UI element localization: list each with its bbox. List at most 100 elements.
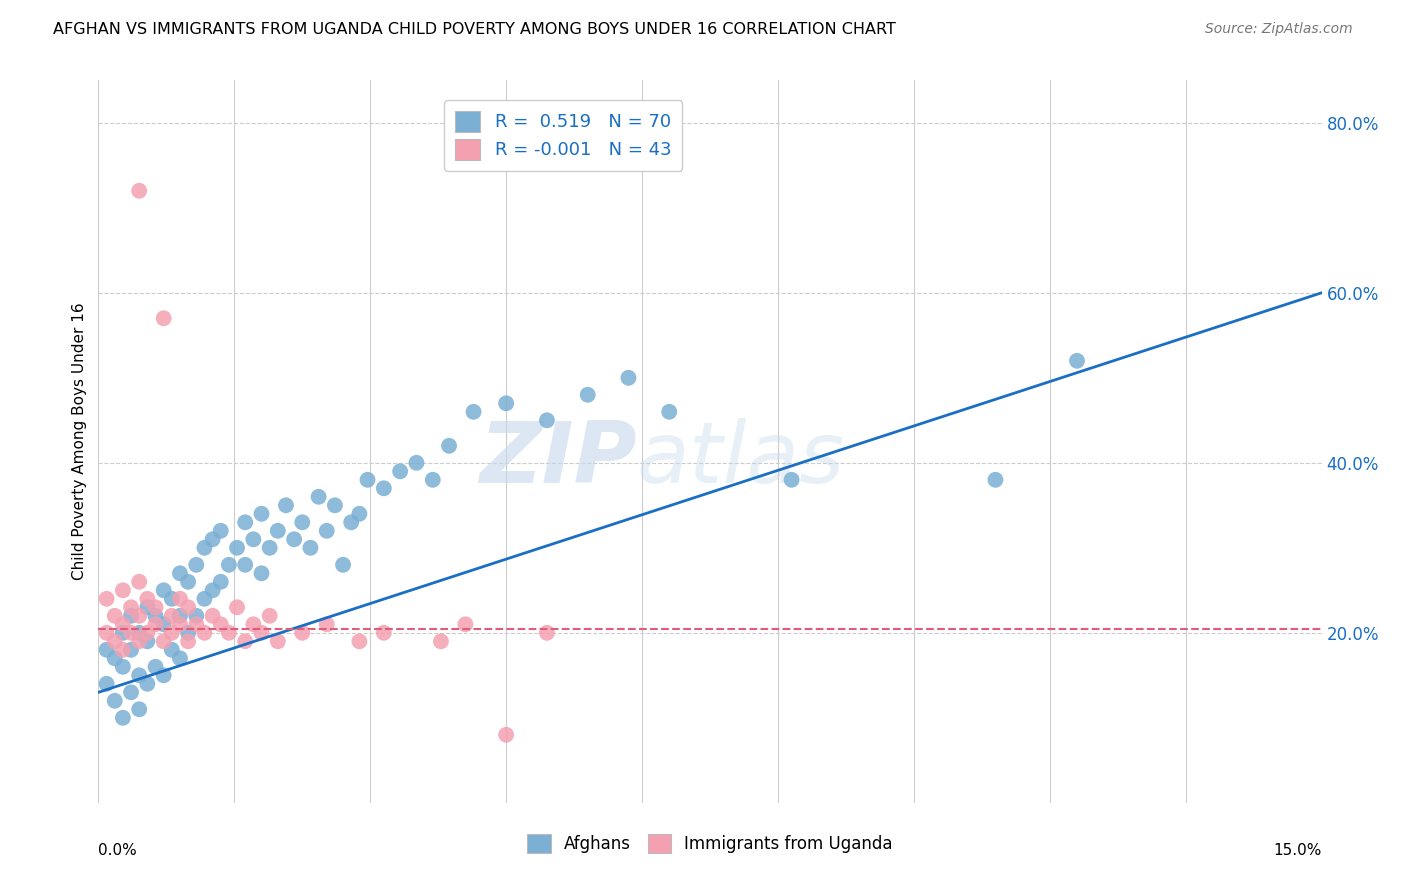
Point bbox=[283, 533, 305, 547]
Point bbox=[169, 651, 191, 665]
Point bbox=[463, 405, 485, 419]
Point bbox=[373, 625, 395, 640]
Point bbox=[160, 608, 183, 623]
Legend: Afghans, Immigrants from Uganda: Afghans, Immigrants from Uganda bbox=[520, 827, 900, 860]
Point bbox=[340, 516, 363, 530]
Point bbox=[291, 516, 314, 530]
Point bbox=[226, 600, 249, 615]
Point bbox=[193, 541, 215, 555]
Point bbox=[120, 642, 142, 657]
Point bbox=[373, 481, 395, 495]
Point bbox=[201, 608, 224, 623]
Point bbox=[186, 558, 208, 572]
Point bbox=[267, 634, 290, 648]
Point bbox=[242, 617, 264, 632]
Point bbox=[291, 625, 314, 640]
Point bbox=[209, 574, 232, 589]
Point bbox=[259, 541, 281, 555]
Point bbox=[250, 507, 273, 521]
Point bbox=[405, 456, 427, 470]
Point bbox=[104, 651, 127, 665]
Point bbox=[104, 608, 127, 623]
Point bbox=[250, 566, 273, 581]
Point bbox=[111, 711, 134, 725]
Point bbox=[104, 694, 127, 708]
Point bbox=[177, 625, 200, 640]
Point bbox=[128, 184, 150, 198]
Point bbox=[536, 625, 558, 640]
Point bbox=[308, 490, 330, 504]
Point bbox=[349, 507, 371, 521]
Point bbox=[145, 600, 167, 615]
Point bbox=[128, 668, 150, 682]
Point bbox=[111, 625, 134, 640]
Point bbox=[422, 473, 444, 487]
Point bbox=[332, 558, 354, 572]
Point bbox=[160, 642, 183, 657]
Point bbox=[96, 677, 118, 691]
Point bbox=[128, 608, 150, 623]
Point bbox=[218, 625, 240, 640]
Point bbox=[136, 677, 159, 691]
Point bbox=[96, 642, 118, 657]
Point bbox=[193, 625, 215, 640]
Point bbox=[120, 625, 142, 640]
Point bbox=[120, 685, 142, 699]
Point bbox=[984, 473, 1007, 487]
Y-axis label: Child Poverty Among Boys Under 16: Child Poverty Among Boys Under 16 bbox=[72, 302, 87, 581]
Point bbox=[120, 600, 142, 615]
Point bbox=[299, 541, 322, 555]
Point bbox=[315, 617, 337, 632]
Point bbox=[128, 702, 150, 716]
Point bbox=[160, 591, 183, 606]
Point bbox=[104, 634, 127, 648]
Point bbox=[136, 634, 159, 648]
Point bbox=[274, 498, 297, 512]
Point bbox=[136, 625, 159, 640]
Text: AFGHAN VS IMMIGRANTS FROM UGANDA CHILD POVERTY AMONG BOYS UNDER 16 CORRELATION C: AFGHAN VS IMMIGRANTS FROM UGANDA CHILD P… bbox=[53, 22, 896, 37]
Point bbox=[315, 524, 337, 538]
Point bbox=[169, 566, 191, 581]
Point bbox=[152, 634, 174, 648]
Point bbox=[242, 533, 264, 547]
Point bbox=[349, 634, 371, 648]
Point bbox=[111, 660, 134, 674]
Point bbox=[617, 371, 640, 385]
Text: ZIP: ZIP bbox=[479, 418, 637, 501]
Point bbox=[145, 660, 167, 674]
Point bbox=[233, 516, 256, 530]
Point bbox=[323, 498, 346, 512]
Point bbox=[152, 311, 174, 326]
Point bbox=[136, 591, 159, 606]
Point bbox=[145, 608, 167, 623]
Point bbox=[454, 617, 477, 632]
Point bbox=[169, 591, 191, 606]
Point bbox=[120, 608, 142, 623]
Point bbox=[250, 625, 273, 640]
Point bbox=[186, 608, 208, 623]
Text: atlas: atlas bbox=[637, 418, 845, 501]
Point bbox=[169, 608, 191, 623]
Point bbox=[111, 642, 134, 657]
Point bbox=[152, 617, 174, 632]
Point bbox=[218, 558, 240, 572]
Point bbox=[780, 473, 803, 487]
Point bbox=[267, 524, 290, 538]
Point bbox=[128, 625, 150, 640]
Point bbox=[658, 405, 681, 419]
Point bbox=[160, 625, 183, 640]
Text: 0.0%: 0.0% bbox=[98, 843, 138, 857]
Point bbox=[111, 617, 134, 632]
Point bbox=[177, 600, 200, 615]
Point bbox=[145, 617, 167, 632]
Point bbox=[169, 617, 191, 632]
Point bbox=[128, 634, 150, 648]
Point bbox=[437, 439, 460, 453]
Text: 15.0%: 15.0% bbox=[1274, 843, 1322, 857]
Point bbox=[177, 574, 200, 589]
Point bbox=[152, 668, 174, 682]
Point bbox=[536, 413, 558, 427]
Point bbox=[186, 617, 208, 632]
Point bbox=[233, 558, 256, 572]
Point bbox=[576, 388, 599, 402]
